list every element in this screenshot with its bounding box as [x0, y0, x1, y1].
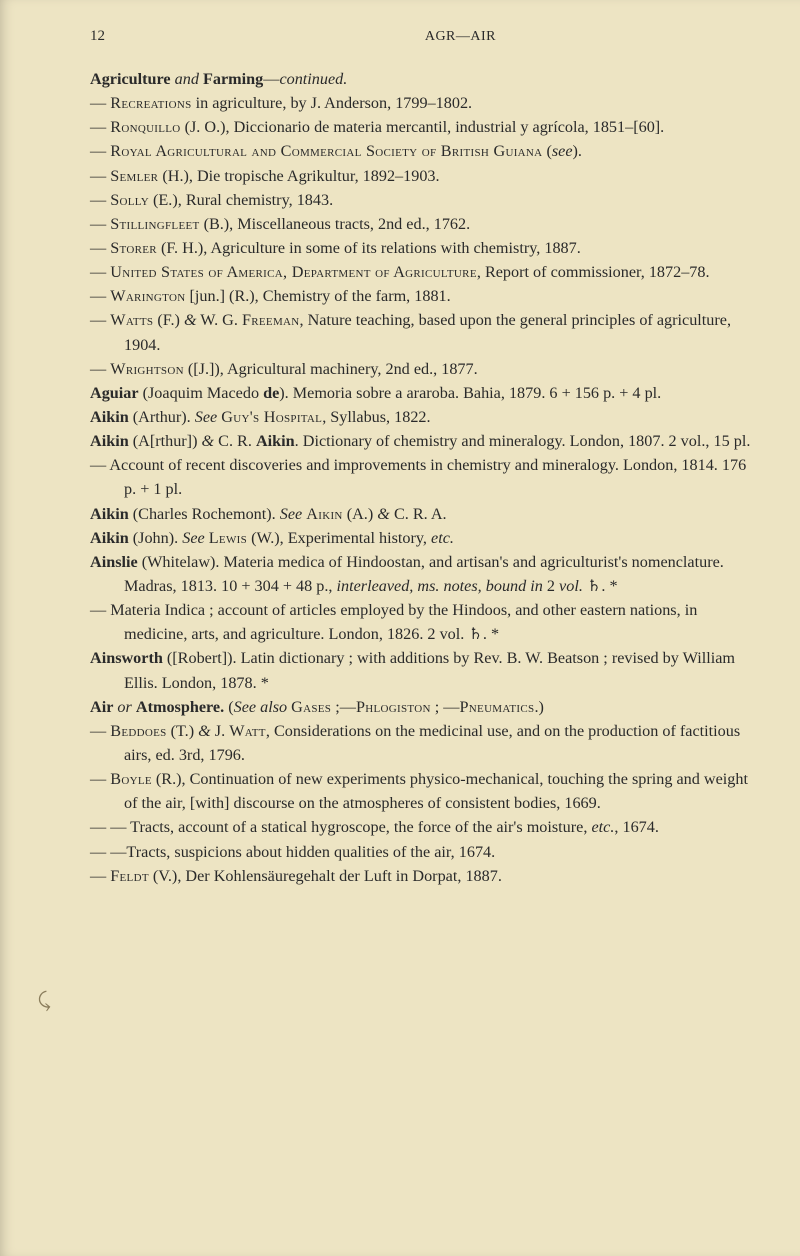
entry: — Beddoes (T.) & J. Watt, Considerations… — [90, 719, 756, 767]
entry-line: Aikin (Charles Rochemont). See Aikin (A.… — [90, 502, 756, 526]
entry: — Materia Indica ; account of articles e… — [90, 598, 756, 646]
entry-line: Air or Atmosphere. (See also Gases ;—Phl… — [90, 695, 756, 719]
entry: Aikin (A[rthur]) & C. R. Aikin. Dictiona… — [90, 429, 756, 453]
page-number: 12 — [90, 28, 105, 45]
entry-line: — Stillingfleet (B.), Miscellaneous trac… — [90, 212, 756, 236]
entry-line: — Storer (F. H.), Agriculture in some of… — [90, 236, 756, 260]
entry-line: — United States of America, Department o… — [90, 260, 756, 284]
entry-line: — —Tracts, suspicions about hidden quali… — [90, 840, 756, 864]
entry-line: — Semler (H.), Die tropische Agrikultur,… — [90, 164, 756, 188]
entry: — Recreations in agriculture, by J. Ande… — [90, 91, 756, 115]
entry-line: Aguiar (Joaquim Macedo de). Memoria sobr… — [90, 381, 756, 405]
entry-line: — Recreations in agriculture, by J. Ande… — [90, 91, 756, 115]
entry-line: — Beddoes (T.) & J. Watt, Considerations… — [90, 719, 756, 767]
entry: Air or Atmosphere. (See also Gases ;—Phl… — [90, 695, 756, 719]
entry: Aikin (Arthur). See Guy's Hospital, Syll… — [90, 405, 756, 429]
entry-line: — Solly (E.), Rural chemistry, 1843. — [90, 188, 756, 212]
entry: — Storer (F. H.), Agriculture in some of… — [90, 236, 756, 260]
entry-line: — Boyle (R.), Continuation of new experi… — [90, 767, 756, 815]
page: 12 AGR—AIR Agriculture and Farming—conti… — [0, 0, 800, 1256]
entry: — Royal Agricultural and Commercial Soci… — [90, 139, 756, 163]
margin-annotation-icon: ⤹ — [36, 989, 51, 1013]
entry: — Stillingfleet (B.), Miscellaneous trac… — [90, 212, 756, 236]
running-head: AGR—AIR — [425, 29, 496, 45]
entry-line: Ainsworth ([Robert]). Latin dictionary ;… — [90, 646, 756, 694]
entry: — —Tracts, suspicions about hidden quali… — [90, 840, 756, 864]
entry-line: — Royal Agricultural and Commercial Soci… — [90, 139, 756, 163]
entry: — Semler (H.), Die tropische Agrikultur,… — [90, 164, 756, 188]
page-content: Agriculture and Farming—continued.— Recr… — [90, 67, 756, 888]
entry: Aguiar (Joaquim Macedo de). Memoria sobr… — [90, 381, 756, 405]
entry-line: — Wrightson ([J.]), Agricultural machine… — [90, 357, 756, 381]
entry: — Feldt (V.), Der Kohlensäuregehalt der … — [90, 864, 756, 888]
entry: Agriculture and Farming—continued. — [90, 67, 756, 91]
entry-line: Aikin (A[rthur]) & C. R. Aikin. Dictiona… — [90, 429, 756, 453]
entry: — Ronquillo (J. O.), Diccionario de mate… — [90, 115, 756, 139]
entry-line: — Account of recent discoveries and impr… — [90, 453, 756, 501]
entry: — Watts (F.) & W. G. Freeman, Nature tea… — [90, 308, 756, 356]
entry: — Solly (E.), Rural chemistry, 1843. — [90, 188, 756, 212]
entry-line: Aikin (John). See Lewis (W.), Experiment… — [90, 526, 756, 550]
entry-line: — Materia Indica ; account of articles e… — [90, 598, 756, 646]
entry: — Warington [jun.] (R.), Chemistry of th… — [90, 284, 756, 308]
entry: Aikin (Charles Rochemont). See Aikin (A.… — [90, 502, 756, 526]
entry-line: — Ronquillo (J. O.), Diccionario de mate… — [90, 115, 756, 139]
entry-line: Agriculture and Farming—continued. — [90, 67, 756, 91]
entry-line: — Watts (F.) & W. G. Freeman, Nature tea… — [90, 308, 756, 356]
entry-line: — — Tracts, account of a statical hygros… — [90, 815, 756, 839]
page-header: 12 AGR—AIR — [90, 28, 756, 45]
entry: Ainsworth ([Robert]). Latin dictionary ;… — [90, 646, 756, 694]
entry-line: Ainslie (Whitelaw). Materia medica of Hi… — [90, 550, 756, 598]
entry: Aikin (John). See Lewis (W.), Experiment… — [90, 526, 756, 550]
entry: — Wrightson ([J.]), Agricultural machine… — [90, 357, 756, 381]
entry: Ainslie (Whitelaw). Materia medica of Hi… — [90, 550, 756, 598]
entry-line: — Feldt (V.), Der Kohlensäuregehalt der … — [90, 864, 756, 888]
entry-line: Aikin (Arthur). See Guy's Hospital, Syll… — [90, 405, 756, 429]
entry: — Boyle (R.), Continuation of new experi… — [90, 767, 756, 815]
entry: — Account of recent discoveries and impr… — [90, 453, 756, 501]
entry: — — Tracts, account of a statical hygros… — [90, 815, 756, 839]
entry: — United States of America, Department o… — [90, 260, 756, 284]
entry-line: — Warington [jun.] (R.), Chemistry of th… — [90, 284, 756, 308]
